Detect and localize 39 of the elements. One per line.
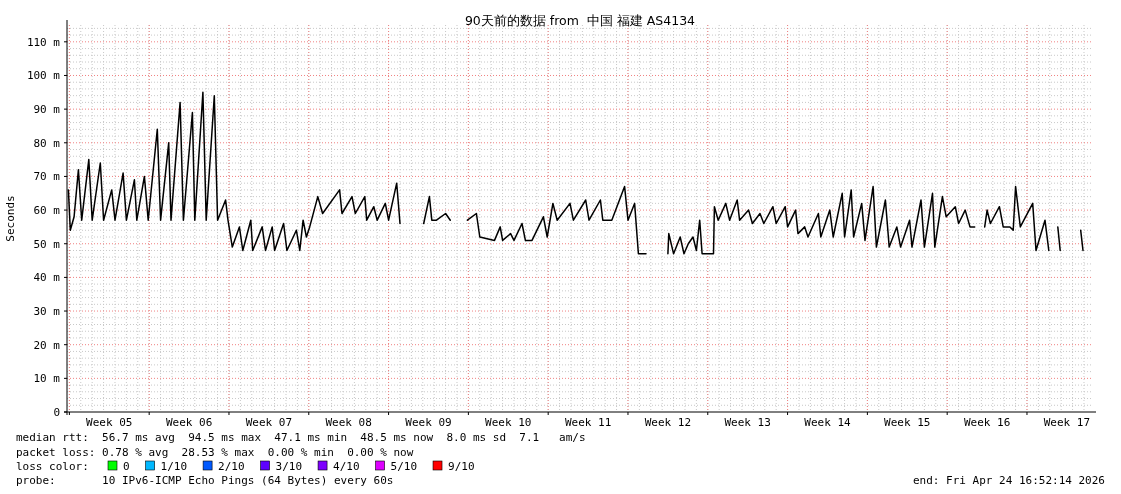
y-tick-label: 30 m (33, 305, 61, 319)
y-tick-label: 110 m (26, 35, 61, 49)
y-axis-title: Seconds (4, 195, 17, 242)
chart-title: 90天前的数据 from 中国 福建 AS4134 (464, 13, 696, 28)
y-tick-label: 40 m (33, 271, 61, 285)
x-tick-label: Week 05 (86, 416, 133, 429)
x-tick-label: Week 06 (165, 416, 213, 429)
y-tick-label: 20 m (33, 338, 61, 352)
y-tick-label: 90 m (33, 103, 61, 117)
x-tick-label: Week 15 (884, 416, 931, 429)
x-tick-label: Week 07 (245, 416, 293, 429)
text: loss color: (16, 460, 89, 473)
text: end: Fri Apr 24 16:52:14 2026 (912, 474, 1105, 487)
y-tick-label: 0 (53, 406, 60, 419)
y-tick-label: 50 m (33, 237, 61, 251)
legend-label: 5/10 (390, 460, 418, 473)
x-tick-label: Week 09 (405, 416, 452, 429)
x-tick-label: Week 13 (724, 416, 771, 429)
y-tick-label: 80 m (33, 136, 61, 150)
legend-label: 1/10 (160, 460, 188, 473)
x-tick-label: Week 12 (644, 416, 692, 429)
x-tick-label: Week 11 (564, 416, 612, 429)
legend-label: 2/10 (218, 460, 245, 473)
text: packet loss: 0.78 % avg 28.53 % max 0.00 % min 0.00 % now (16, 446, 414, 459)
x-tick-label: Week 17 (1043, 416, 1091, 429)
x-tick-label: Week 08 (325, 416, 372, 429)
text: probe: 10 IPv6-ICMP Echo Pings (64 Bytes) every 60s (16, 474, 394, 487)
legend-label: 9/10 (448, 460, 475, 473)
y-tick-label: 10 m (33, 372, 61, 386)
y-tick-label: 100 m (26, 69, 61, 83)
y-tick-label: 70 m (33, 170, 61, 184)
y-tick-label: 60 m (33, 204, 61, 218)
legend-label: 3/10 (275, 460, 303, 473)
x-tick-label: Week 16 (963, 416, 1011, 429)
x-tick-label: Week 14 (804, 416, 852, 429)
legend-label: 4/10 (333, 460, 360, 473)
legend-label: 0 (123, 460, 130, 473)
text: median rtt: 56.7 ms avg 94.5 ms max 47.1 ms min 48.5 ms now 8.0 ms sd 7.1 am/s (16, 431, 586, 444)
x-tick-label: Week 10 (485, 416, 532, 429)
